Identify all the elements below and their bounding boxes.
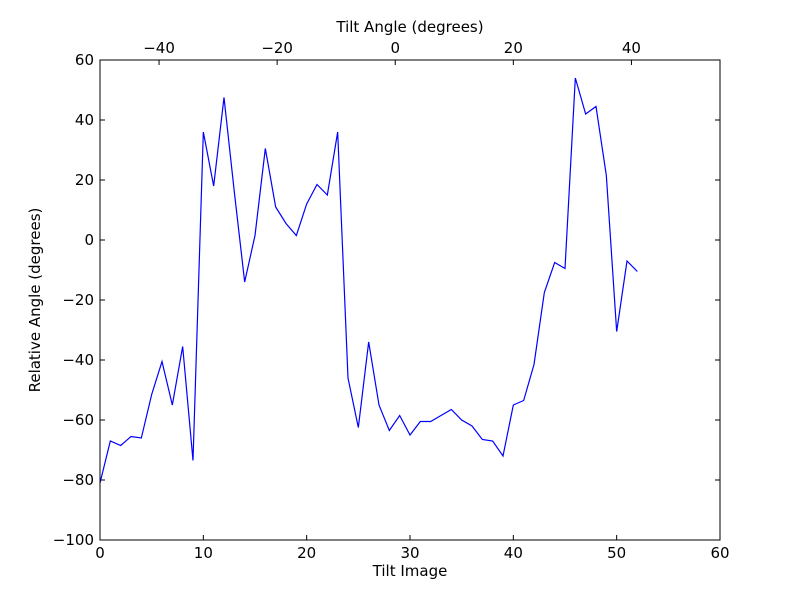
x-tick-label: 60 [710,544,729,562]
top-x-tick-label: 20 [504,39,523,57]
series-line [99,77,638,484]
x-tick-label: 20 [297,544,316,562]
y-tick-label: 40 [75,111,94,129]
y-tick-label: 20 [75,171,94,189]
x-tick-label: 0 [95,544,105,562]
top-x-tick-label: −40 [143,39,175,57]
x-tick-label: 50 [607,544,626,562]
x-tick-label: 40 [504,544,523,562]
y-tick-label: −20 [62,291,94,309]
x-tick-label: 30 [400,544,419,562]
plot-background [100,60,720,540]
y-tick-label: −40 [62,351,94,369]
y-tick-label: 60 [75,51,94,69]
top-x-tick-label: 40 [622,39,641,57]
x-tick-label: 10 [194,544,213,562]
y-tick-label: −80 [62,471,94,489]
top-x-tick-label: 0 [390,39,400,57]
top-x-tick-label: −20 [261,39,293,57]
y-tick-label: 0 [84,231,94,249]
y-tick-label: −60 [62,411,94,429]
x-axis-title: Tilt Image [372,562,448,580]
y-tick-label: −100 [53,531,94,549]
y-axis-title: Relative Angle (degrees) [26,208,44,393]
ticks-layer: 0 10 20 30 40 50 60 −40 −20 0 20 40 −100 −80 −60 −40 −20… [53,39,730,562]
top-x-axis-title: Tilt Angle (degrees) [335,18,483,36]
plot-frame [99,59,721,541]
